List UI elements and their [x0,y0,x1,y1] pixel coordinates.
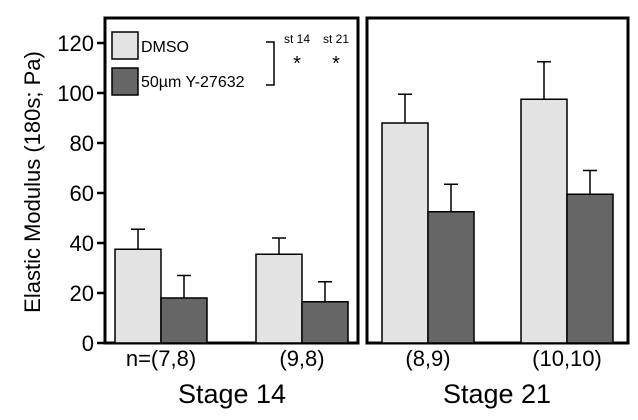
bar [427,211,475,344]
bar [255,253,303,344]
bracket-line [266,41,275,86]
sig-star-st21: * [332,53,340,75]
legend-label-dmso: DMSO [141,39,189,56]
sig-star-st14: * [293,53,301,75]
bar [566,193,614,344]
legend-swatch-y27632 [111,67,139,96]
bar [114,248,162,344]
y-axis-ticks: 0 20 40 60 80 100 120 [57,31,105,356]
bar [301,301,349,344]
panel-stage21-frame [365,16,630,345]
group-n-label: (9,8) [279,346,324,371]
sig-label-st14: st 14 [284,32,310,46]
legend-label-y27632: 50µm Y-27632 [141,74,245,91]
sig-label-st21: st 21 [323,32,349,46]
y-tick-label: 100 [57,81,94,106]
stage-label: Stage 21 [443,379,551,409]
y-tick-label: 60 [70,181,94,206]
y-tick-label: 0 [82,331,94,356]
y-tick-label: 80 [70,131,94,156]
group-n-label: n=(7,8) [126,346,196,371]
y-axis-label: Elastic Modulus (180s; Pa) [20,51,45,313]
bars-layer [114,61,614,344]
significance-bracket: st 14 st 21 * * [266,32,349,86]
panel-stage14-frame [103,16,360,345]
bar [160,297,208,344]
stage-label: Stage 14 [178,379,286,409]
y-tick-label: 120 [57,31,94,56]
bar [520,98,568,344]
bar [381,122,429,344]
y-tick-label: 40 [70,231,94,256]
group-labels-layer: n=(7,8) (9,8) Stage 14 (8,9) (10,10) Stage 21 [126,346,602,409]
group-n-label: (10,10) [532,346,602,371]
group-n-label: (8,9) [405,346,450,371]
legend: DMSO 50µm Y-27632 [111,31,245,96]
legend-swatch-dmso [111,31,139,60]
y-tick-label: 20 [70,281,94,306]
